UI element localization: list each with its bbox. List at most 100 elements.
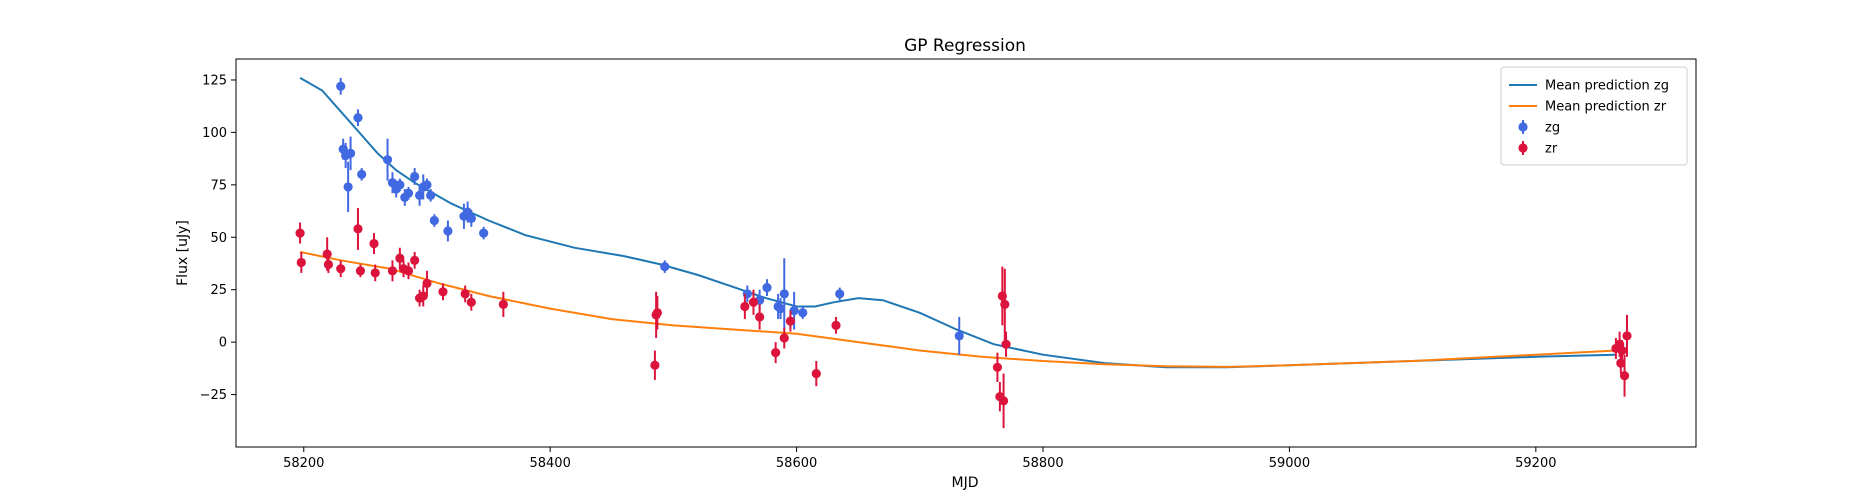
point-marker [443,226,453,236]
point-marker [422,180,432,190]
data-point-zr-26 [755,304,765,330]
data-point-zr-6 [355,264,366,278]
point-marker [296,257,306,268]
data-point-zr-36 [1000,268,1010,341]
data-point-zr-3 [323,256,334,273]
data-point-zg-13 [410,168,420,185]
data-point-zr-15 [418,285,428,307]
data-point-zr-42 [1619,354,1630,397]
data-point-zg-32 [798,306,808,320]
point-marker [954,331,964,341]
data-point-zg-4 [345,136,356,171]
chart-title: GP Regression [904,36,1026,56]
point-marker [336,81,346,91]
point-marker [779,289,789,299]
x-tick-label-0: 58200 [283,456,324,471]
point-marker [1619,371,1630,381]
data-point-zr-19 [466,293,476,311]
point-marker [748,297,759,307]
data-point-zg-0 [336,77,346,95]
data-point-zr-35 [998,373,1009,429]
data-point-zg-29 [775,298,786,320]
data-point-zg-22 [466,210,476,227]
data-point-zr-25 [748,289,759,315]
point-marker [357,169,367,179]
point-marker [336,264,346,274]
x-tick-label-5: 59200 [1515,456,1556,471]
point-marker [387,266,398,276]
point-marker [771,348,781,358]
data-point-zg-17 [426,189,436,202]
x-tick-label-4: 59000 [1269,456,1310,471]
data-point-zr-18 [460,285,470,303]
point-marker [410,255,420,265]
data-point-zr-37 [1001,331,1011,357]
data-point-zr-41 [1617,340,1627,362]
y-tick-label-6: 125 [202,73,227,88]
point-marker [438,287,448,297]
point-marker [429,215,439,226]
legend: Mean prediction zg Mean prediction zr zg zr [1500,66,1688,166]
point-marker [498,299,508,309]
legend-label-2: zg [1545,121,1560,136]
point-marker [755,312,765,322]
data-point-zr-7 [369,233,379,255]
point-marker [740,301,750,312]
data-point-zr-28 [779,327,789,349]
data-point-zr-43 [1622,314,1632,357]
data-point-zr-29 [785,310,796,332]
point-marker [775,303,786,314]
point-marker [369,238,379,249]
point-marker [1622,331,1632,341]
point-marker [779,333,789,343]
point-marker [785,316,796,326]
data-point-zg-33 [835,287,845,301]
data-point-zg-6 [357,168,367,181]
data-point-zg-3 [343,161,353,213]
point-marker [466,213,476,223]
y-axis-label: Flux [uJy] [175,220,191,286]
point-marker [382,155,393,165]
data-point-zg-5 [353,109,363,127]
data-point-zr-21 [650,350,660,380]
point-marker [650,360,660,370]
point-marker [1000,299,1010,309]
data-point-zr-23 [652,295,662,330]
y-tick-label-5: 100 [202,126,227,141]
point-marker [762,283,772,293]
legend-label-3: zr [1545,142,1558,157]
y-tick-label-4: 75 [210,178,227,193]
data-point-zg-24 [660,260,670,273]
point-marker [322,249,332,259]
mean-prediction-line-zg [299,77,1616,369]
data-point-zr-0 [295,222,305,244]
data-point-zg-30 [779,258,789,330]
legend-box [1500,66,1688,166]
axes-frame [235,58,1697,448]
data-point-zg-34 [954,316,964,355]
y-tick-label-3: 50 [210,231,227,246]
data-point-zr-10 [395,247,405,269]
data-point-zr-30 [811,361,821,387]
mean-prediction-line-zr [299,251,1616,368]
point-marker [1616,358,1626,368]
data-point-zg-12 [403,186,414,200]
point-marker [370,268,380,278]
data-point-zg-18 [429,214,439,227]
data-point-zg-19 [443,220,453,242]
point-marker [998,396,1009,406]
x-tick-label-1: 58400 [529,456,570,471]
x-axis-label: MJD [952,475,979,491]
y-axis: −25 0 25 50 75 100 125 [200,73,236,403]
data-point-zr-40 [1616,352,1626,374]
data-point-zr-31 [831,316,841,334]
point-marker [426,190,436,200]
x-tick-label-2: 58600 [776,456,817,471]
point-marker [295,228,305,238]
point-marker [660,262,670,272]
point-marker [403,266,414,276]
point-marker [835,289,845,299]
point-marker [466,297,476,307]
point-marker [479,228,489,238]
point-marker [1617,345,1627,356]
